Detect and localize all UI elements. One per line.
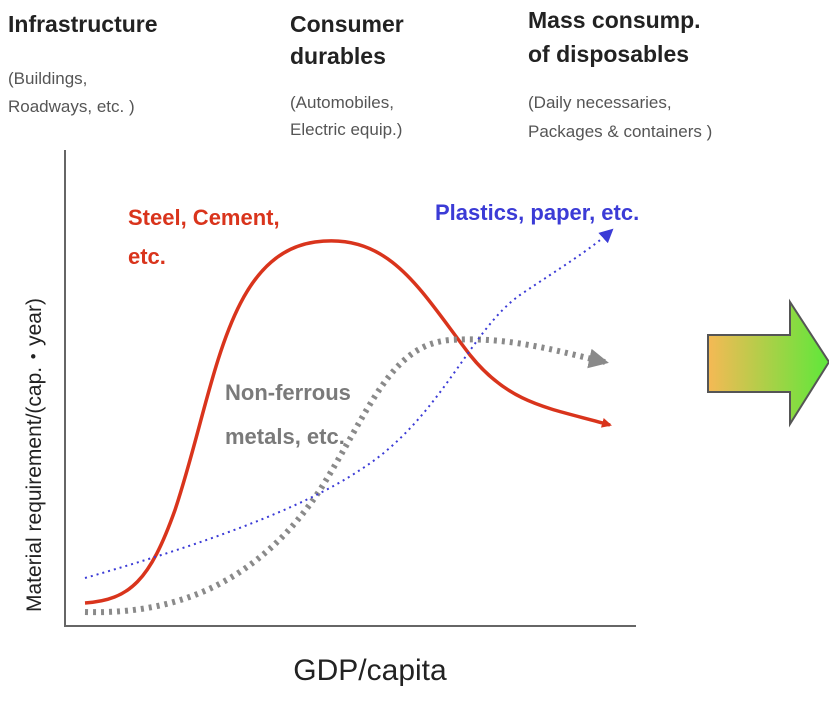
phase-title: Infrastructure <box>8 11 158 37</box>
curve-label: metals, etc. <box>225 424 345 449</box>
phase-title: Mass consump. <box>528 7 701 33</box>
steel-curve <box>84 239 612 605</box>
phase-title: durables <box>290 43 386 69</box>
plastics-curve <box>84 228 614 579</box>
x-axis-label: GDP/capita <box>293 654 447 687</box>
block-arrow <box>707 298 829 428</box>
phase-example: (Daily necessaries, <box>528 93 672 112</box>
curve-label: Non-ferrous <box>225 380 351 405</box>
y-axis-label: Material requirement/(cap.・year) <box>23 298 46 612</box>
phase-example: (Buildings, <box>8 69 87 88</box>
phase-example: Roadways, etc. ) <box>8 97 135 116</box>
curve-label: etc. <box>128 244 166 269</box>
phase-example: Packages & containers ) <box>528 122 712 141</box>
curve-label: Steel, Cement, <box>128 205 280 230</box>
phase-title: of disposables <box>528 41 689 67</box>
nonferrous-curve <box>84 336 609 616</box>
phase-example: Electric equip.) <box>290 120 402 139</box>
phase-title: Consumer <box>290 11 404 37</box>
curve-label: Plastics, paper, etc. <box>435 200 639 225</box>
phase-example: (Automobiles, <box>290 93 394 112</box>
